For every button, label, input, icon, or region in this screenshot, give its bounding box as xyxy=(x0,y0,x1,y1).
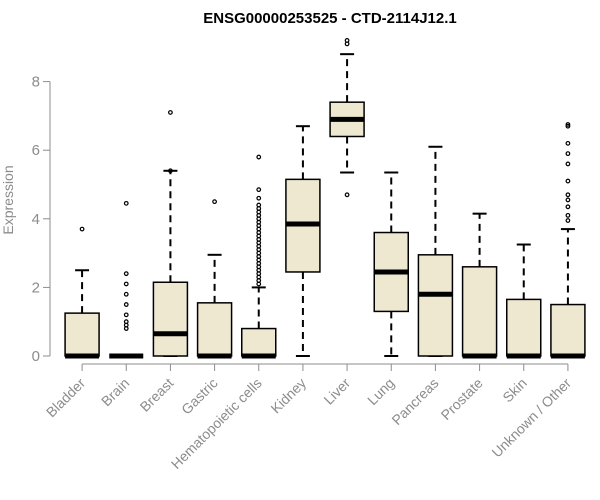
box-8 xyxy=(417,145,454,357)
y-axis-label: Expression xyxy=(0,165,16,234)
box-iqr xyxy=(550,303,586,357)
y-tick-label: 0 xyxy=(32,348,40,365)
box-10 xyxy=(506,243,542,359)
outlier-point xyxy=(168,110,173,115)
x-tick-label: Bladder xyxy=(43,375,89,421)
outlier-point xyxy=(344,192,350,198)
outlier-point xyxy=(256,187,262,193)
x-tick-label: Skin xyxy=(499,375,530,406)
x-tick-label: Prostate xyxy=(438,375,486,423)
y-axis: 0 2 4 6 8 xyxy=(32,74,51,365)
box-iqr xyxy=(506,298,542,357)
outlier-point xyxy=(565,197,571,203)
box-6 xyxy=(329,38,365,198)
box-7 xyxy=(373,171,409,357)
outlier-point xyxy=(212,199,217,205)
outlier-point xyxy=(344,38,350,43)
outlier-point xyxy=(123,319,129,325)
outlier-point xyxy=(565,192,571,198)
x-tick-label: Brain xyxy=(98,375,132,409)
x-tick-label: Pancreas xyxy=(388,375,441,428)
box-2 xyxy=(152,110,189,357)
chart-title: ENSG00000253525 - CTD-2114J12.1 xyxy=(203,10,457,27)
y-tick-label: 6 xyxy=(32,142,40,159)
x-tick-label: Lung xyxy=(364,375,397,408)
box-iqr xyxy=(64,312,100,357)
outlier-point xyxy=(565,123,571,129)
box-iqr xyxy=(417,254,454,357)
y-tick-label: 4 xyxy=(32,211,40,228)
x-tick-label: Gastric xyxy=(178,375,221,418)
box-0 xyxy=(64,226,100,359)
box-iqr xyxy=(461,266,498,357)
outlier-point xyxy=(123,271,129,277)
outlier-point xyxy=(123,302,129,307)
box-3 xyxy=(196,199,233,359)
outlier-point xyxy=(565,122,571,127)
box-4 xyxy=(241,154,277,359)
outlier-point xyxy=(256,154,262,160)
outlier-point xyxy=(565,151,571,157)
box-iqr xyxy=(152,281,189,357)
outlier-point xyxy=(565,204,571,210)
outlier-point xyxy=(565,218,571,223)
outlier-point xyxy=(256,195,262,201)
box-1 xyxy=(109,200,144,359)
boxplot-series xyxy=(64,38,586,359)
box-iqr xyxy=(196,302,233,357)
outlier-point xyxy=(565,161,571,167)
x-tick-label: Breast xyxy=(137,375,177,415)
y-tick-label: 2 xyxy=(32,279,40,296)
y-tick-label: 8 xyxy=(32,74,40,91)
x-tick-label: Liver xyxy=(320,375,353,408)
outlier-point xyxy=(565,212,571,218)
outlier-point xyxy=(168,168,173,174)
box-iqr xyxy=(241,327,277,357)
x-tick-label: Kidney xyxy=(267,375,309,417)
outlier-point xyxy=(123,291,129,297)
outlier-point xyxy=(123,200,129,206)
outlier-point xyxy=(123,281,129,287)
outlier-point xyxy=(256,202,262,208)
outlier-point xyxy=(79,226,85,232)
outlier-point xyxy=(565,140,571,146)
outlier-point xyxy=(123,312,129,318)
box-5 xyxy=(285,125,321,357)
box-9 xyxy=(461,212,498,359)
outlier-point xyxy=(565,178,571,184)
box-11 xyxy=(550,122,586,359)
x-tick-label: Unknown / Other xyxy=(488,375,574,461)
